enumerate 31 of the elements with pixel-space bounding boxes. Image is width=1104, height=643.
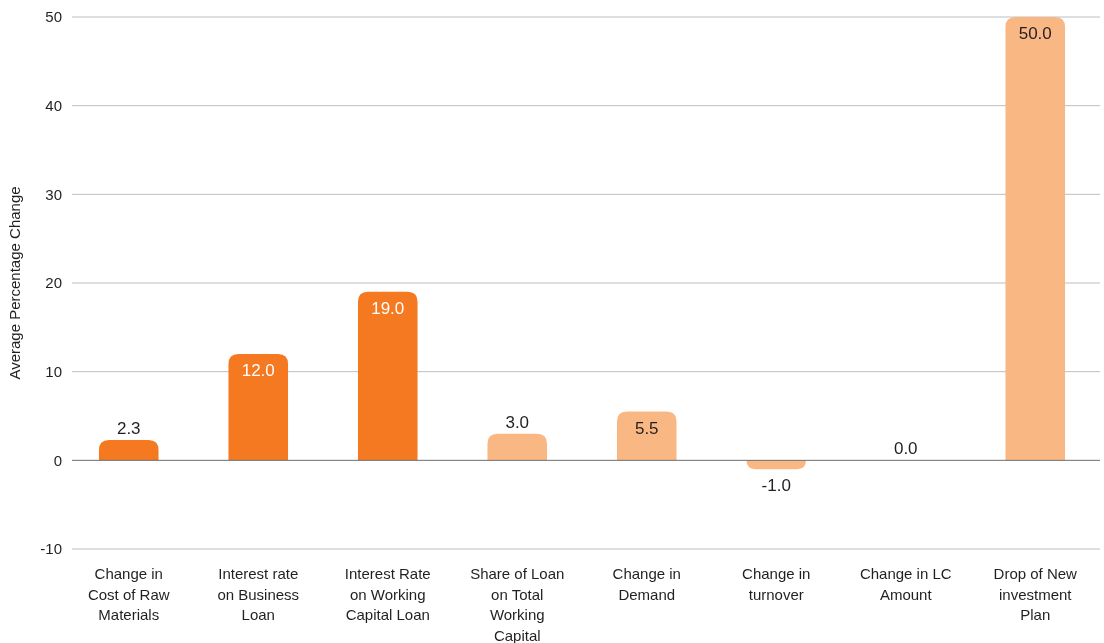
- bar: [487, 433, 548, 461]
- y-tick-label: -10: [40, 540, 62, 558]
- y-tick-label: 0: [53, 451, 62, 469]
- bar: [228, 353, 289, 461]
- x-tick-label: Drop of New investment Plan: [993, 565, 1078, 623]
- bar: [1005, 17, 1066, 461]
- bar: [746, 460, 807, 470]
- y-tick-label: 10: [45, 362, 62, 380]
- data-label: 50.0: [1018, 24, 1052, 43]
- y-tick-label: 30: [45, 185, 62, 203]
- x-tick-label: Interest Rate on Working Capital Loan: [344, 565, 431, 623]
- data-label: 2.3: [116, 418, 141, 438]
- data-label: 12.0: [241, 360, 275, 380]
- y-axis-title: Average Percentage Change: [6, 186, 23, 380]
- data-label: 5.5: [634, 418, 659, 438]
- x-tick-label: Change in Demand: [612, 565, 681, 603]
- x-tick-label: Interest rate on Business Loan: [217, 565, 300, 623]
- bar: [98, 439, 159, 461]
- y-tick-label: 50: [45, 8, 62, 26]
- data-label: 3.0: [505, 412, 530, 432]
- bar: [616, 411, 677, 461]
- data-label: 19.0: [371, 298, 405, 318]
- data-label: -1.0: [761, 476, 791, 496]
- y-tick-label: 20: [45, 274, 62, 292]
- x-tick-label: Change in Cost of Raw Materials: [87, 565, 170, 623]
- y-tick-label: 40: [45, 96, 62, 114]
- data-label: 0.0: [893, 439, 918, 459]
- x-tick-label: Change in turnover: [742, 565, 811, 603]
- x-tick-label: Share of Loan on Total Working Capital: [470, 565, 565, 643]
- bar: [357, 291, 418, 461]
- x-tick-label: Change in LC Amount: [859, 565, 952, 603]
